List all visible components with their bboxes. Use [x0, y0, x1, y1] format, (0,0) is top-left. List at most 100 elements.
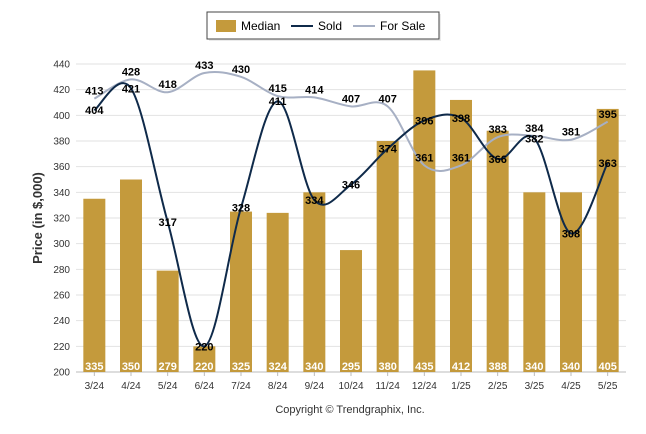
data-label-sold: 396	[415, 115, 433, 127]
bar-median-3/24	[83, 198, 106, 372]
legend: Median Sold For Sale	[206, 11, 441, 41]
x-tick-label: 5/25	[598, 381, 618, 392]
bar-median-3/25	[523, 192, 546, 372]
data-label-for-sale: 384	[525, 123, 544, 135]
data-label-sold: 334	[305, 195, 324, 207]
data-label-for-sale: 361	[452, 152, 470, 164]
bar-median-12/24	[413, 70, 436, 373]
data-label-sold: 366	[488, 154, 506, 166]
data-label-median: 405	[598, 361, 616, 373]
data-label-for-sale: 395	[598, 109, 616, 121]
x-tick-label: 5/24	[158, 381, 178, 392]
data-label-for-sale: 407	[342, 93, 360, 105]
data-label-sold: 374	[378, 144, 397, 156]
y-tick-label: 400	[53, 111, 70, 122]
data-label-for-sale: 361	[415, 152, 433, 164]
bar-median-5/24	[156, 270, 179, 372]
data-label-median: 325	[232, 361, 250, 373]
x-tick-label: 3/24	[85, 381, 105, 392]
bar-median-6/24	[193, 346, 216, 372]
data-label-sold: 317	[158, 217, 176, 229]
data-label-sold: 220	[195, 341, 213, 353]
bar-median-7/24	[230, 211, 252, 372]
trend-lines	[93, 70, 609, 348]
data-label-median: 340	[305, 361, 323, 373]
data-label-for-sale: 418	[158, 79, 176, 91]
x-tick-label: 3/25	[525, 381, 545, 392]
x-axis: 3/24 4/24 5/24 6/24 7/24 8/24 9/24 10/24 11/24 12…	[85, 372, 618, 392]
data-label-sold: 404	[85, 105, 104, 117]
data-label-for-sale: 414	[305, 84, 324, 96]
y-tick-label: 440	[53, 60, 70, 71]
data-label-median: 412	[452, 361, 470, 373]
data-label-sold: 398	[452, 113, 470, 125]
y-tick-label: 340	[53, 188, 70, 199]
data-label-sold: 346	[342, 180, 360, 192]
data-label-for-sale: 407	[378, 93, 396, 105]
data-label-median: 340	[562, 361, 580, 373]
bar-median-8/24	[266, 212, 289, 372]
data-label-for-sale: 413	[85, 86, 103, 98]
x-tick-label: 4/25	[561, 381, 581, 392]
data-label-median: 324	[268, 361, 287, 373]
data-label-sold: 411	[269, 96, 287, 108]
data-label-for-sale: 430	[232, 64, 250, 76]
data-label-median: 388	[488, 361, 506, 373]
data-label-median: 380	[378, 361, 396, 373]
x-tick-label: 9/24	[305, 381, 325, 392]
bar-median-11/24	[376, 141, 399, 372]
bar-median-2/25	[486, 130, 509, 372]
data-label-median: 340	[525, 361, 543, 373]
y-tick-label: 300	[53, 239, 70, 250]
data-label-for-sale: 433	[195, 60, 213, 72]
data-label-for-sale: 383	[488, 124, 506, 136]
y-tick-label: 200	[53, 368, 70, 379]
data-label-sold: 363	[598, 158, 616, 170]
bar-median-4/25	[560, 192, 582, 372]
line-for-sale	[93, 70, 609, 172]
bar-median-9/24	[303, 192, 326, 372]
x-tick-label: 7/24	[231, 381, 251, 392]
bar-median-4/24	[120, 179, 142, 372]
y-tick-label: 320	[53, 214, 70, 225]
legend-label-median: Median	[241, 19, 280, 33]
data-label-median: 279	[158, 361, 176, 373]
data-label-median: 295	[342, 361, 360, 373]
bar-median-1/25	[450, 99, 472, 372]
data-label-median: 335	[85, 361, 103, 373]
x-tick-label: 11/24	[376, 381, 401, 392]
y-tick-label: 420	[53, 85, 70, 96]
y-tick-label: 360	[53, 162, 70, 173]
y-tick-label: 380	[53, 137, 70, 148]
legend-frame	[206, 11, 440, 40]
y-tick-label: 240	[53, 316, 70, 327]
y-tick-label: 280	[53, 265, 70, 276]
x-tick-label: 12/24	[412, 381, 437, 392]
x-tick-label: 2/25	[488, 381, 508, 392]
data-label-sold: 308	[562, 228, 580, 240]
data-label-for-sale: 428	[122, 66, 140, 78]
data-label-sold: 328	[232, 203, 250, 215]
copyright-credit: Copyright © Trendgraphix, Inc.	[275, 404, 424, 416]
x-tick-label: 1/25	[451, 381, 471, 392]
y-tick-label: 260	[53, 291, 70, 302]
data-label-median: 435	[415, 361, 433, 373]
x-tick-label: 8/24	[268, 381, 288, 392]
x-tick-label: 6/24	[195, 381, 215, 392]
x-tick-label: 10/24	[338, 381, 363, 392]
legend-label-sold: Sold	[318, 19, 342, 33]
legend-swatch-median	[216, 20, 236, 32]
data-label-for-sale: 381	[562, 127, 580, 139]
data-label-median: 220	[195, 361, 213, 373]
y-axis: 200 220 240 260 280 300 320 340 360 380 400 420 440	[53, 60, 70, 379]
data-label-for-sale: 415	[268, 83, 286, 95]
line-sold	[93, 82, 609, 348]
bar-median-10/24	[340, 250, 362, 372]
data-label-median: 350	[122, 361, 140, 373]
x-tick-label: 4/24	[121, 381, 141, 392]
data-label-sold: 421	[122, 83, 140, 95]
y-axis-title: Price (in $,000)	[30, 172, 45, 264]
data-labels: 335 350 279 220 325 324 340 295 380 435 412 388 340 3…	[85, 60, 617, 373]
bar-median-5/25	[596, 108, 619, 373]
